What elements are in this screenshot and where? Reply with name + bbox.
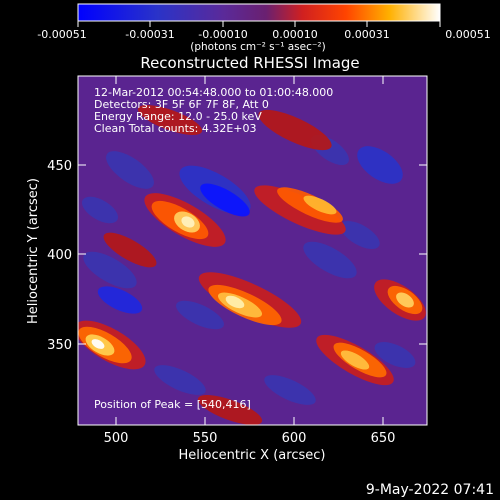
info-detectors: Detectors: 3F 5F 6F 7F 8F, Att 0 [94,98,269,111]
x-tick-label: 550 [193,431,218,446]
flux-contour-region [374,342,416,368]
flux-contour-region [340,350,370,370]
flux-contour-region [106,151,154,189]
y-tick-label: 400 [47,248,72,263]
colorbar-tick-label: -0.00010 [198,28,247,41]
colorbar-tick-label: 0.00051 [445,28,491,41]
flux-contour-region [303,195,337,215]
flux-contour-region [258,109,332,151]
colorbar-gradient [78,4,440,21]
x-axis-label: Heliocentric X (arcsec) [179,448,326,463]
flux-contour-region [181,216,195,228]
colorbar-tick-label: -0.00051 [37,28,86,41]
flux-contour-region [264,375,316,405]
flux-contour-region [340,221,380,249]
flux-contour-region [154,365,206,395]
flux-map [78,105,426,425]
colorbar-border [77,3,441,22]
colorbar-tick-label: 0.00010 [272,28,318,41]
axis-tick-marks [78,76,427,425]
colorbar-tick-label: 0.00031 [344,28,390,41]
x-tick-label: 650 [371,431,396,446]
observation-info: 12-Mar-2012 00:54:48.000 to 01:00:48.000… [94,86,333,135]
flux-contour-region [176,300,224,330]
plot-frame [77,75,428,426]
info-method-counts: Clean Total counts: 4.32E+03 [94,122,257,135]
colorbar-unit-label: (photons cm⁻² s⁻¹ asec⁻²) [190,41,325,53]
y-tick-label: 450 [47,159,72,174]
flux-contour-region [91,339,105,349]
flux-contour-region [357,146,403,184]
flux-contour-region [200,183,250,217]
flux-contour-region [81,196,119,224]
x-tick-label: 500 [104,431,129,446]
info-energy-range: Energy Range: 12.0 - 25.0 keV [94,110,262,123]
y-axis-label: Heliocentric Y (arcsec) [26,178,41,324]
flux-contour-region [396,292,414,308]
flux-contour-region [225,295,245,309]
colorbar-tick-marks [77,21,441,27]
date-stamp: 9-May-2022 07:41 [365,482,494,498]
colorbar: -0.00051 -0.00031 -0.00010 0.00010 0.000… [37,3,491,53]
flux-contour-region [303,241,357,279]
flux-contour-region [197,395,263,425]
flux-contour-region [103,232,157,268]
flux-contour-region [137,105,203,135]
peak-position-label: Position of Peak = [540,416] [94,398,251,411]
x-tick-label: 600 [282,431,307,446]
flux-contour-region [97,286,143,314]
flux-contour-region [83,251,137,289]
y-tick-label: 350 [47,338,72,353]
image-title: Reconstructed RHESSI Image [140,54,359,72]
info-time-range: 12-Mar-2012 00:54:48.000 to 01:00:48.000 [94,86,333,99]
colorbar-tick-label: -0.00031 [125,28,174,41]
